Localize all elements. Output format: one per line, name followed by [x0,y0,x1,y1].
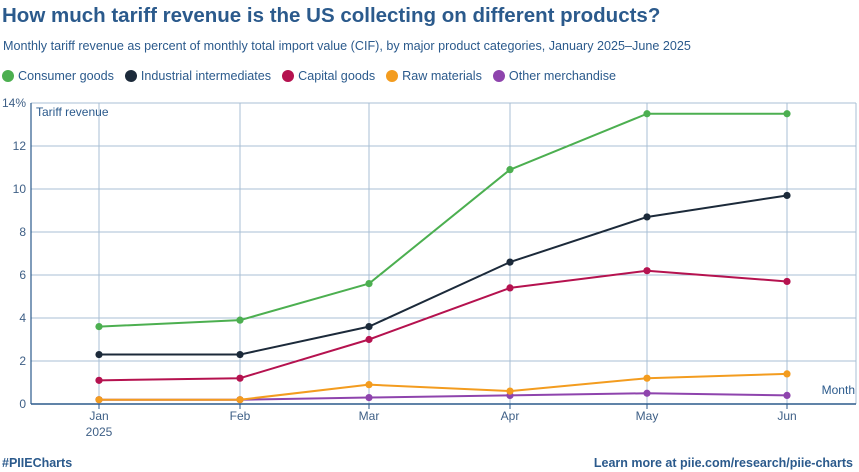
y-tick-label: 14% [2,96,26,110]
data-point-consumer-goods [783,110,791,118]
y-tick-label: 2 [19,354,26,368]
data-point-raw-materials [95,396,103,404]
legend-item-raw-materials: Raw materials [386,69,482,83]
data-point-capital-goods [236,374,244,382]
series-industrial-intermediates [95,191,791,359]
data-point-industrial-intermediates [506,258,514,266]
data-point-other-merchandise [365,393,373,402]
footer-link[interactable]: Learn more at piie.com/research/piie-cha… [593,456,853,470]
series-other-merchandise [95,389,791,404]
data-point-other-merchandise [643,389,651,397]
tick-labels: 0 2 4 6 8 10 12 14% Jan 2025 Feb Mar Apr May Jun Tariff… [2,96,855,439]
series-line-consumer-goods [98,112,787,328]
data-point-raw-materials [783,370,791,378]
data-point-industrial-intermediates [365,323,373,331]
data-point-raw-materials [506,387,514,395]
data-point-capital-goods [365,335,373,344]
series-line-raw-materials [99,372,788,401]
x-tick-sublabel: 2025 [86,425,113,439]
series-lines [95,110,791,404]
legend-swatch [2,70,14,82]
y-tick-label: 12 [13,139,27,153]
data-point-capital-goods [783,277,791,286]
y-tick-label: 8 [19,225,26,239]
legend-item-industrial-intermediates: Industrial intermediates [124,69,272,83]
x-axis-title: Month [822,383,855,397]
legend-label: Capital goods [298,69,376,83]
grid-lines [31,102,857,404]
data-point-consumer-goods [365,280,373,288]
legend-item-other-merchandise: Other merchandise [492,69,617,83]
legend-swatch [124,70,137,82]
data-point-industrial-intermediates [783,191,791,200]
axes [30,103,856,409]
x-tick-label: Jan [89,409,108,423]
data-point-raw-materials [236,396,244,404]
data-point-capital-goods [95,376,103,384]
data-point-other-merchandise [783,391,791,399]
y-tick-label: 10 [13,182,27,196]
series-raw-materials [95,370,791,404]
data-point-capital-goods [643,267,651,275]
x-tick-label: Mar [359,409,380,423]
x-tick-label: Feb [230,409,251,423]
data-point-consumer-goods [643,110,651,118]
data-point-consumer-goods [95,323,103,331]
chart-legend: Consumer goods Industrial intermediates Ca… [2,69,627,83]
legend-item-capital-goods: Capital goods [282,69,375,83]
legend-swatch [282,70,295,82]
legend-swatch [386,70,399,82]
data-point-capital-goods [506,284,514,292]
series-line-capital-goods [98,269,788,382]
legend-label: Other merchandise [508,69,617,83]
series-consumer-goods [95,110,791,331]
x-tick-label: Jun [777,409,796,423]
y-axis-title: Tariff revenue [36,105,109,119]
legend-item-consumer-goods: Consumer goods [2,69,114,83]
chart-subtitle: Monthly tariff revenue as percent of mon… [3,39,691,53]
y-tick-label: 6 [19,268,26,282]
data-point-industrial-intermediates [95,350,103,359]
legend-label: Consumer goods [18,69,114,83]
data-point-consumer-goods [506,166,514,174]
line-chart: 0 2 4 6 8 10 12 14% Jan 2025 Feb Mar Apr May Jun Tariff… [2,96,857,439]
footer-hashtag: #PIIECharts [2,456,73,470]
data-point-raw-materials [643,374,651,382]
data-point-industrial-intermediates [643,213,651,221]
series-capital-goods [95,267,791,384]
legend-label: Raw materials [402,69,482,83]
chart-title: How much tariff revenue is the US collec… [2,4,661,27]
data-point-raw-materials [365,381,373,389]
x-tick-label: May [636,409,659,423]
y-tick-label: 0 [19,397,26,411]
legend-label: Industrial intermediates [140,69,272,83]
data-point-consumer-goods [236,316,244,324]
y-tick-label: 4 [19,311,26,325]
x-tick-label: Apr [501,409,520,423]
series-line-industrial-intermediates [99,194,788,356]
legend-swatch [492,70,505,82]
data-point-industrial-intermediates [236,350,244,359]
